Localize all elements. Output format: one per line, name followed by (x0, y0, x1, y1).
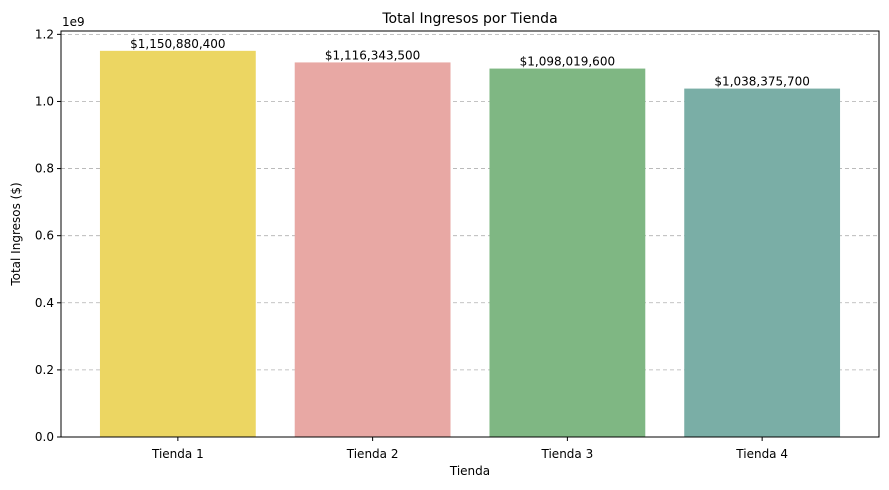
x-axis-ticks: Tienda 1 Tienda 2 Tienda 3 Tienda 4 (151, 437, 788, 461)
x-tick-label: Tienda 3 (541, 447, 594, 461)
y-tick-label: 0.2 (35, 363, 54, 377)
y-tick-label: 0.4 (35, 296, 54, 310)
bar-value-label: $1,038,375,700 (714, 75, 809, 89)
bar (489, 68, 646, 438)
bar-value-label: $1,098,019,600 (520, 55, 615, 69)
bar (99, 50, 256, 437)
plot-frame (60, 30, 880, 438)
x-axis-label: Tienda (449, 464, 490, 478)
x-tick-label: Tienda 1 (151, 447, 204, 461)
chart-title: Total Ingresos por Tienda (381, 11, 557, 27)
y-axis-ticks: 0.0 0.2 0.4 0.6 0.8 1.0 1.2 (35, 27, 61, 444)
x-tick-label: Tienda 2 (346, 447, 399, 461)
y-tick-label: 1.0 (35, 94, 54, 108)
bars (99, 50, 841, 438)
bar (684, 88, 841, 437)
bar-value-label: $1,150,880,400 (130, 37, 225, 51)
bar-value-label: $1,116,343,500 (325, 48, 420, 62)
y-tick-label: 0.0 (35, 430, 54, 444)
y-tick-label: 1.2 (35, 27, 54, 41)
y-tick-label: 0.8 (35, 162, 54, 176)
y-tick-label: 0.6 (35, 229, 54, 243)
bar (294, 62, 451, 438)
y-axis-label: Total Ingresos ($) (9, 182, 23, 286)
bar-value-labels: $1,150,880,400 $1,116,343,500 $1,098,019,6… (130, 37, 810, 89)
y-offset-label: 1e9 (62, 15, 85, 29)
x-tick-label: Tienda 4 (735, 447, 788, 461)
